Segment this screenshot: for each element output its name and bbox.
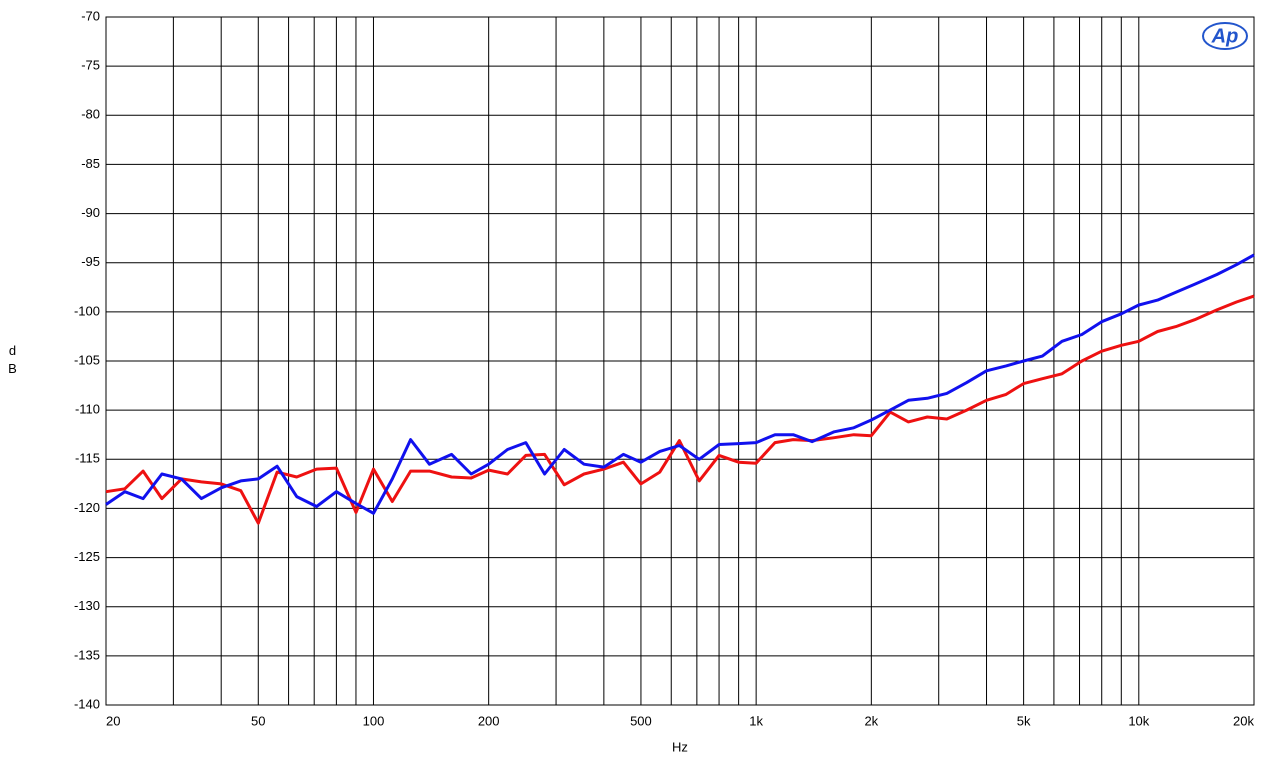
y-axis-label: dB (8, 343, 17, 376)
y-tick-label: -85 (81, 156, 100, 171)
x-axis-label: Hz (672, 739, 688, 754)
logo: Ap (1211, 25, 1239, 47)
y-tick-label: -90 (81, 205, 100, 220)
y-tick-label: -75 (81, 58, 100, 73)
x-tick-label: 10k (1128, 713, 1149, 728)
y-tick-label: -70 (81, 8, 100, 23)
series-line (105, 253, 1255, 515)
x-tick-label: 50 (251, 713, 265, 728)
y-tick-label: -125 (74, 549, 100, 564)
x-tick-label: 20 (106, 713, 120, 728)
plot-frame (105, 16, 1255, 706)
x-tick-label: 200 (478, 713, 500, 728)
x-tick-label: 2k (864, 713, 878, 728)
logo-ring (1202, 22, 1248, 50)
y-tick-label: -135 (74, 647, 100, 662)
y-tick-label: -130 (74, 598, 100, 613)
y-tick-label: -80 (81, 107, 100, 122)
y-tick-label: -105 (74, 352, 100, 367)
y-tick-label: -110 (75, 402, 100, 417)
y-tick-label: -115 (75, 451, 100, 466)
x-tick-label: 5k (1017, 713, 1031, 728)
y-tick-label: -100 (74, 303, 100, 318)
y-tick-label: -120 (74, 500, 100, 515)
y-tick-label: -140 (74, 696, 100, 711)
y-tick-label: -95 (81, 254, 100, 269)
x-tick-label: 100 (363, 713, 385, 728)
series-line (105, 294, 1255, 525)
x-tick-label: 500 (630, 713, 652, 728)
x-tick-label: 20k (1233, 713, 1254, 728)
x-tick-label: 1k (749, 713, 763, 728)
